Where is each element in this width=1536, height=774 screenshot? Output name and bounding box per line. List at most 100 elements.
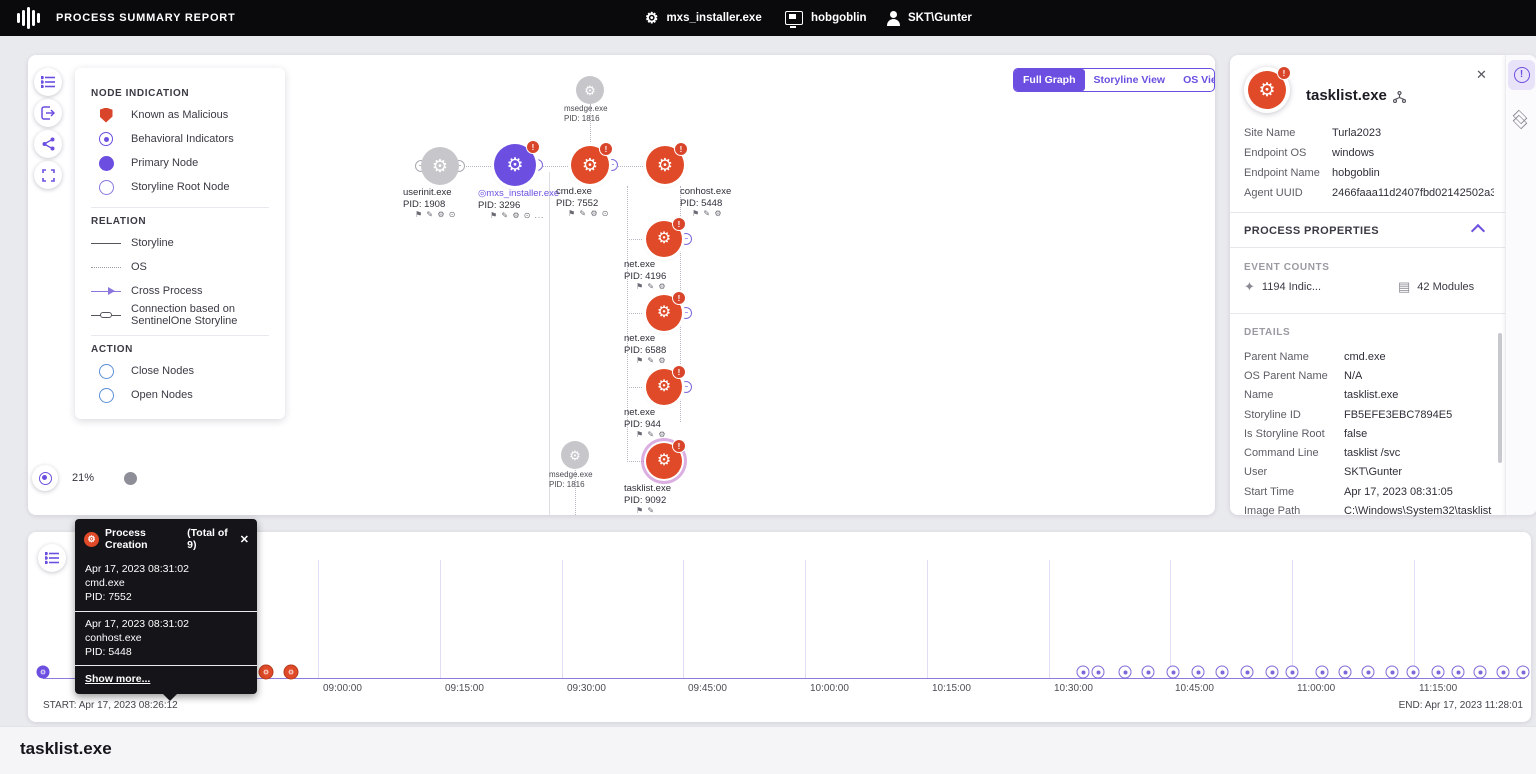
process-node-circle[interactable]: ⚙ ! <box>646 217 686 257</box>
panel-scrollbar[interactable] <box>1498 333 1502 463</box>
legend-toggle-button[interactable] <box>34 68 62 96</box>
graph-edge <box>590 104 591 148</box>
indicators-count[interactable]: ✦ 1194 Indic... <box>1244 279 1321 295</box>
behavioral-indicator-marker[interactable] <box>1338 665 1352 679</box>
process-node-circle[interactable]: ⚙ ! <box>494 140 540 186</box>
tick-label: 11:00:00 <box>1297 683 1336 694</box>
zoom-slider[interactable] <box>104 472 204 485</box>
detail-value: C:\Windows\System32\tasklist.... <box>1344 505 1492 518</box>
legend-item: Known as Malicious <box>91 103 269 127</box>
behavioral-indicator-marker[interactable] <box>1496 665 1510 679</box>
entry-process: conhost.exe <box>85 631 142 644</box>
process-node-circle[interactable]: ⚙ ! <box>571 142 613 184</box>
tab-os-view[interactable]: OS View <box>1183 74 1214 86</box>
behavioral-indicator-marker[interactable] <box>1315 665 1329 679</box>
process-node-circle[interactable]: ⚙ ! <box>646 439 686 479</box>
layers-icon[interactable] <box>1514 111 1528 125</box>
tooltip-title: Process Creation <box>105 527 148 551</box>
view-tabs: Full Graph Storyline View OS View <box>1013 68 1215 92</box>
detail-value: cmd.exe <box>1344 350 1386 363</box>
process-node-circle[interactable]: ⚙ ! <box>576 76 604 104</box>
topbar-process[interactable]: ⚙ mxs_installer.exe <box>645 0 762 36</box>
behavioral-indicator-marker[interactable] <box>1516 665 1530 679</box>
behavioral-indicator-marker[interactable] <box>1166 665 1180 679</box>
graph-edge <box>627 313 646 314</box>
zoom-slider-knob[interactable] <box>124 472 137 485</box>
process-tree-icon[interactable] <box>1392 90 1406 107</box>
event-counts-header: EVENT COUNTS <box>1244 262 1330 273</box>
legend-item-label: Close Nodes <box>131 365 194 377</box>
process-node-circle[interactable]: ⚙ ! <box>561 441 589 469</box>
legend-item: Primary Node <box>91 151 269 175</box>
info-label: Site Name <box>1244 127 1296 139</box>
gridline <box>805 560 806 679</box>
detail-row: OS Parent Name N/A <box>1244 366 1492 385</box>
tab-full-graph[interactable]: Full Graph <box>1014 69 1085 91</box>
detail-value: tasklist /svc <box>1344 447 1401 460</box>
legend-item: Storyline Root Node <box>91 175 269 199</box>
tick-label: 10:00:00 <box>810 683 849 694</box>
legend-node-indication-title: NODE INDICATION <box>91 88 190 99</box>
legend-action-items: Close Nodes Open Nodes <box>91 359 269 407</box>
graph-edge <box>575 470 576 515</box>
process-properties-header[interactable]: PROCESS PROPERTIES <box>1244 225 1379 237</box>
export-button[interactable] <box>34 99 62 127</box>
behavioral-indicator-marker[interactable] <box>1091 665 1105 679</box>
info-row: Agent UUID 2466faaa11d2407fbd02142502a3f.… <box>1244 183 1494 203</box>
behavioral-indicator-marker[interactable] <box>1076 665 1090 679</box>
process-node-label: msedge.exe PID: 1816 <box>564 104 674 124</box>
behavioral-indicator-marker[interactable] <box>1451 665 1465 679</box>
close-tooltip-icon[interactable]: ✕ <box>239 533 249 546</box>
behavioral-indicator-marker[interactable] <box>1240 665 1254 679</box>
share-button[interactable] <box>34 130 62 158</box>
center-graph-button[interactable] <box>32 465 58 491</box>
behavioral-indicator-marker[interactable] <box>1141 665 1155 679</box>
process-graph[interactable]: ⚙ ! msedge.exe PID: 1816 ⚙ ! <box>28 55 1215 515</box>
process-name: net.exe <box>624 407 656 418</box>
process-node-label: cmd.exe PID: 7552 ⚑ ✎ ⚙ ⊙ <box>556 186 666 219</box>
behavioral-indicator-marker[interactable] <box>1361 665 1375 679</box>
legend-item-icon <box>98 155 114 171</box>
behavioral-indicator-marker[interactable] <box>1285 665 1299 679</box>
process-name: msedge.exe <box>564 104 608 113</box>
behavioral-indicator-marker[interactable] <box>1431 665 1445 679</box>
behavioral-indicator-marker[interactable] <box>1473 665 1487 679</box>
detail-label: Name <box>1244 389 1274 402</box>
process-gear-icon: ⚙ <box>569 447 581 463</box>
show-more-link[interactable]: Show more... <box>85 673 151 686</box>
primary-node-marker[interactable]: ⚙ <box>36 665 50 679</box>
zoom-level: 21% <box>72 472 95 484</box>
detail-label: Command Line <box>1244 447 1319 460</box>
process-node-circle[interactable]: ⚙ ! <box>646 291 686 331</box>
tab-storyline-view[interactable]: Storyline View <box>1093 74 1166 86</box>
behavioral-indicator-marker[interactable] <box>1406 665 1420 679</box>
process-creation-tooltip: ⚙ Process Creation (Total of 9) ✕ Apr 17… <box>75 519 257 702</box>
process-creation-marker[interactable]: ⚙ <box>283 664 299 680</box>
behavioral-indicator-marker[interactable] <box>1265 665 1279 679</box>
user-icon <box>886 11 900 26</box>
topbar-user[interactable]: SKT\Gunter <box>886 0 972 36</box>
legend-item-icon <box>98 179 114 195</box>
info-row: Endpoint Name hobgoblin <box>1244 163 1494 183</box>
fit-to-screen-button[interactable] <box>34 161 62 189</box>
detail-row: Start Time Apr 17, 2023 08:31:05 <box>1244 482 1492 501</box>
alerts-tab[interactable]: ! <box>1508 60 1535 90</box>
legend-item-label: Primary Node <box>131 157 199 169</box>
topbar-endpoint[interactable]: hobgoblin <box>785 0 867 36</box>
behavioral-indicator-marker[interactable] <box>1191 665 1205 679</box>
behavioral-indicator-marker[interactable] <box>1118 665 1132 679</box>
modules-count[interactable]: ▤ 42 Modules <box>1398 279 1474 295</box>
process-node-circle[interactable]: ⚙ ! <box>646 142 688 184</box>
chevron-up-icon[interactable] <box>1470 223 1486 239</box>
process-node-circle[interactable]: ⚙ ! <box>646 365 686 405</box>
process-node-circle[interactable]: ⚙ ! <box>421 147 459 185</box>
malicious-badge-icon: ! <box>672 439 686 453</box>
close-panel-icon[interactable]: ✕ <box>1476 67 1487 82</box>
details-rows: Parent Name cmd.exe OS Parent Name N/A Name t… <box>1244 347 1492 521</box>
detail-label: Parent Name <box>1244 350 1309 363</box>
timeline-legend-button[interactable] <box>38 544 66 572</box>
behavioral-indicator-marker[interactable] <box>1215 665 1229 679</box>
behavioral-indicator-marker[interactable] <box>1385 665 1399 679</box>
gridline <box>1414 560 1415 679</box>
process-creation-marker[interactable]: ⚙ <box>258 664 274 680</box>
